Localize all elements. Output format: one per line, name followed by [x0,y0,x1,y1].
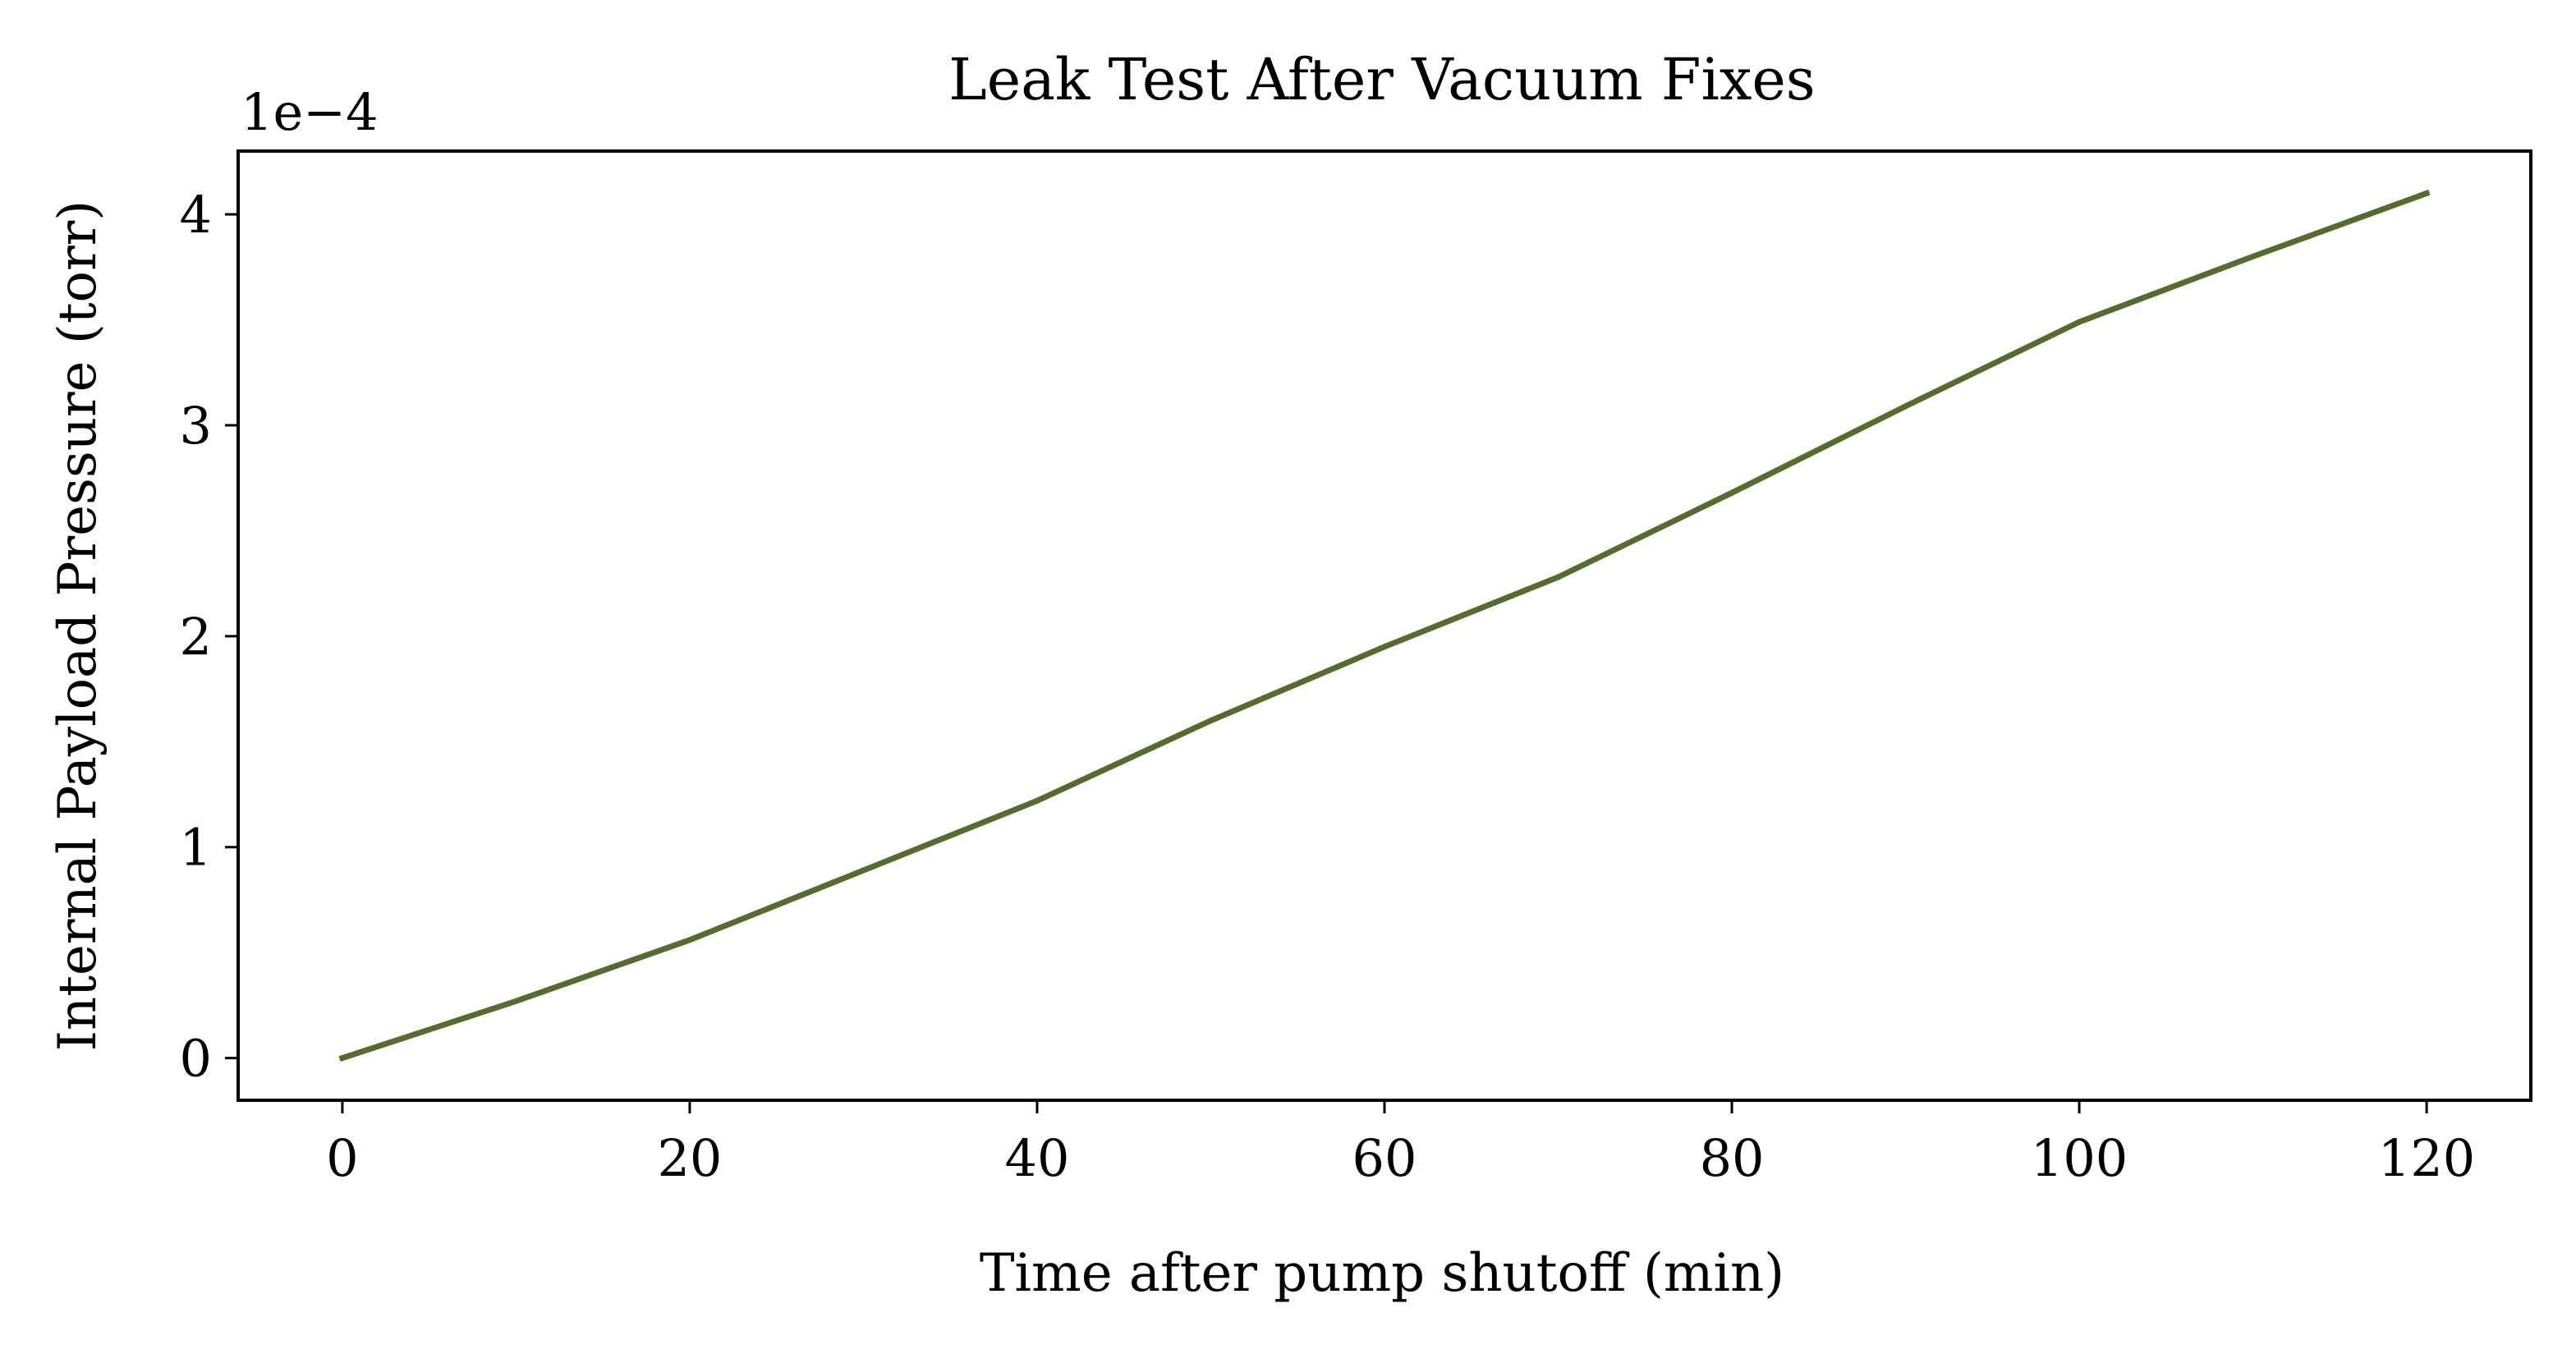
series-layer [338,189,2431,1062]
y-tick-label: 3 [180,396,212,456]
data-point [686,937,693,943]
data-point [2076,319,2082,325]
y-tick-label: 2 [180,607,212,667]
data-point [512,998,519,1004]
y-axis-label: Internal Payload Pressure (torr) [48,200,108,1051]
data-point [1207,718,1214,724]
x-tick-label: 120 [2378,1128,2475,1188]
data-point [1034,797,1040,804]
y-tick-label: 4 [180,185,212,245]
x-tick-label: 100 [2031,1128,2128,1188]
data-point [1903,403,1909,410]
x-tick-label: 40 [1005,1128,1070,1188]
x-axis-label: Time after pump shutoff (min) [980,1243,1784,1304]
data-point [1555,574,1562,581]
data-point [1381,644,1388,650]
chart-title: Leak Test After Vacuum Fixes [948,46,1815,113]
data-point [860,867,866,874]
data-point [1729,489,1735,496]
data-point [2250,253,2257,259]
data-point [2423,190,2430,196]
y-offset-label: 1e−4 [241,82,379,142]
y-tick-label: 1 [180,818,212,878]
x-tick-label: 0 [326,1128,358,1188]
plot-frame [236,149,2532,1102]
x-tick-label: 60 [1352,1128,1417,1188]
y-tick-label: 0 [180,1029,212,1089]
y-axis-ticks: 0 1 2 3 4 [180,185,238,1089]
x-tick-label: 80 [1700,1128,1765,1188]
data-point [339,1055,346,1062]
x-axis-ticks: 0 20 40 60 80 100 120 [326,1100,2475,1188]
x-tick-label: 20 [657,1128,722,1188]
